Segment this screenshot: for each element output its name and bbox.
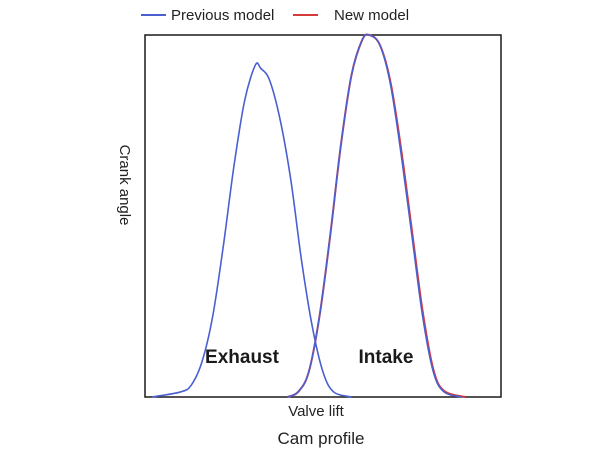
legend-label-new-model: New model [334,7,409,24]
x-axis-label: Valve lift [288,403,344,420]
y-axis-label: Crank angle [116,145,133,226]
series-line-previous-model-exhaust [151,62,352,398]
series-group [151,33,466,398]
series-line-previous-model-intake [287,33,463,398]
intake-label: Intake [359,347,414,368]
plot-frame [144,34,502,398]
series-line-new-model-intake [286,33,466,398]
legend: Previous model New model [141,7,409,24]
exhaust-label: Exhaust [205,347,280,368]
chart-caption: Cam profile [278,429,365,448]
legend-label-previous-model: Previous model [171,7,274,24]
